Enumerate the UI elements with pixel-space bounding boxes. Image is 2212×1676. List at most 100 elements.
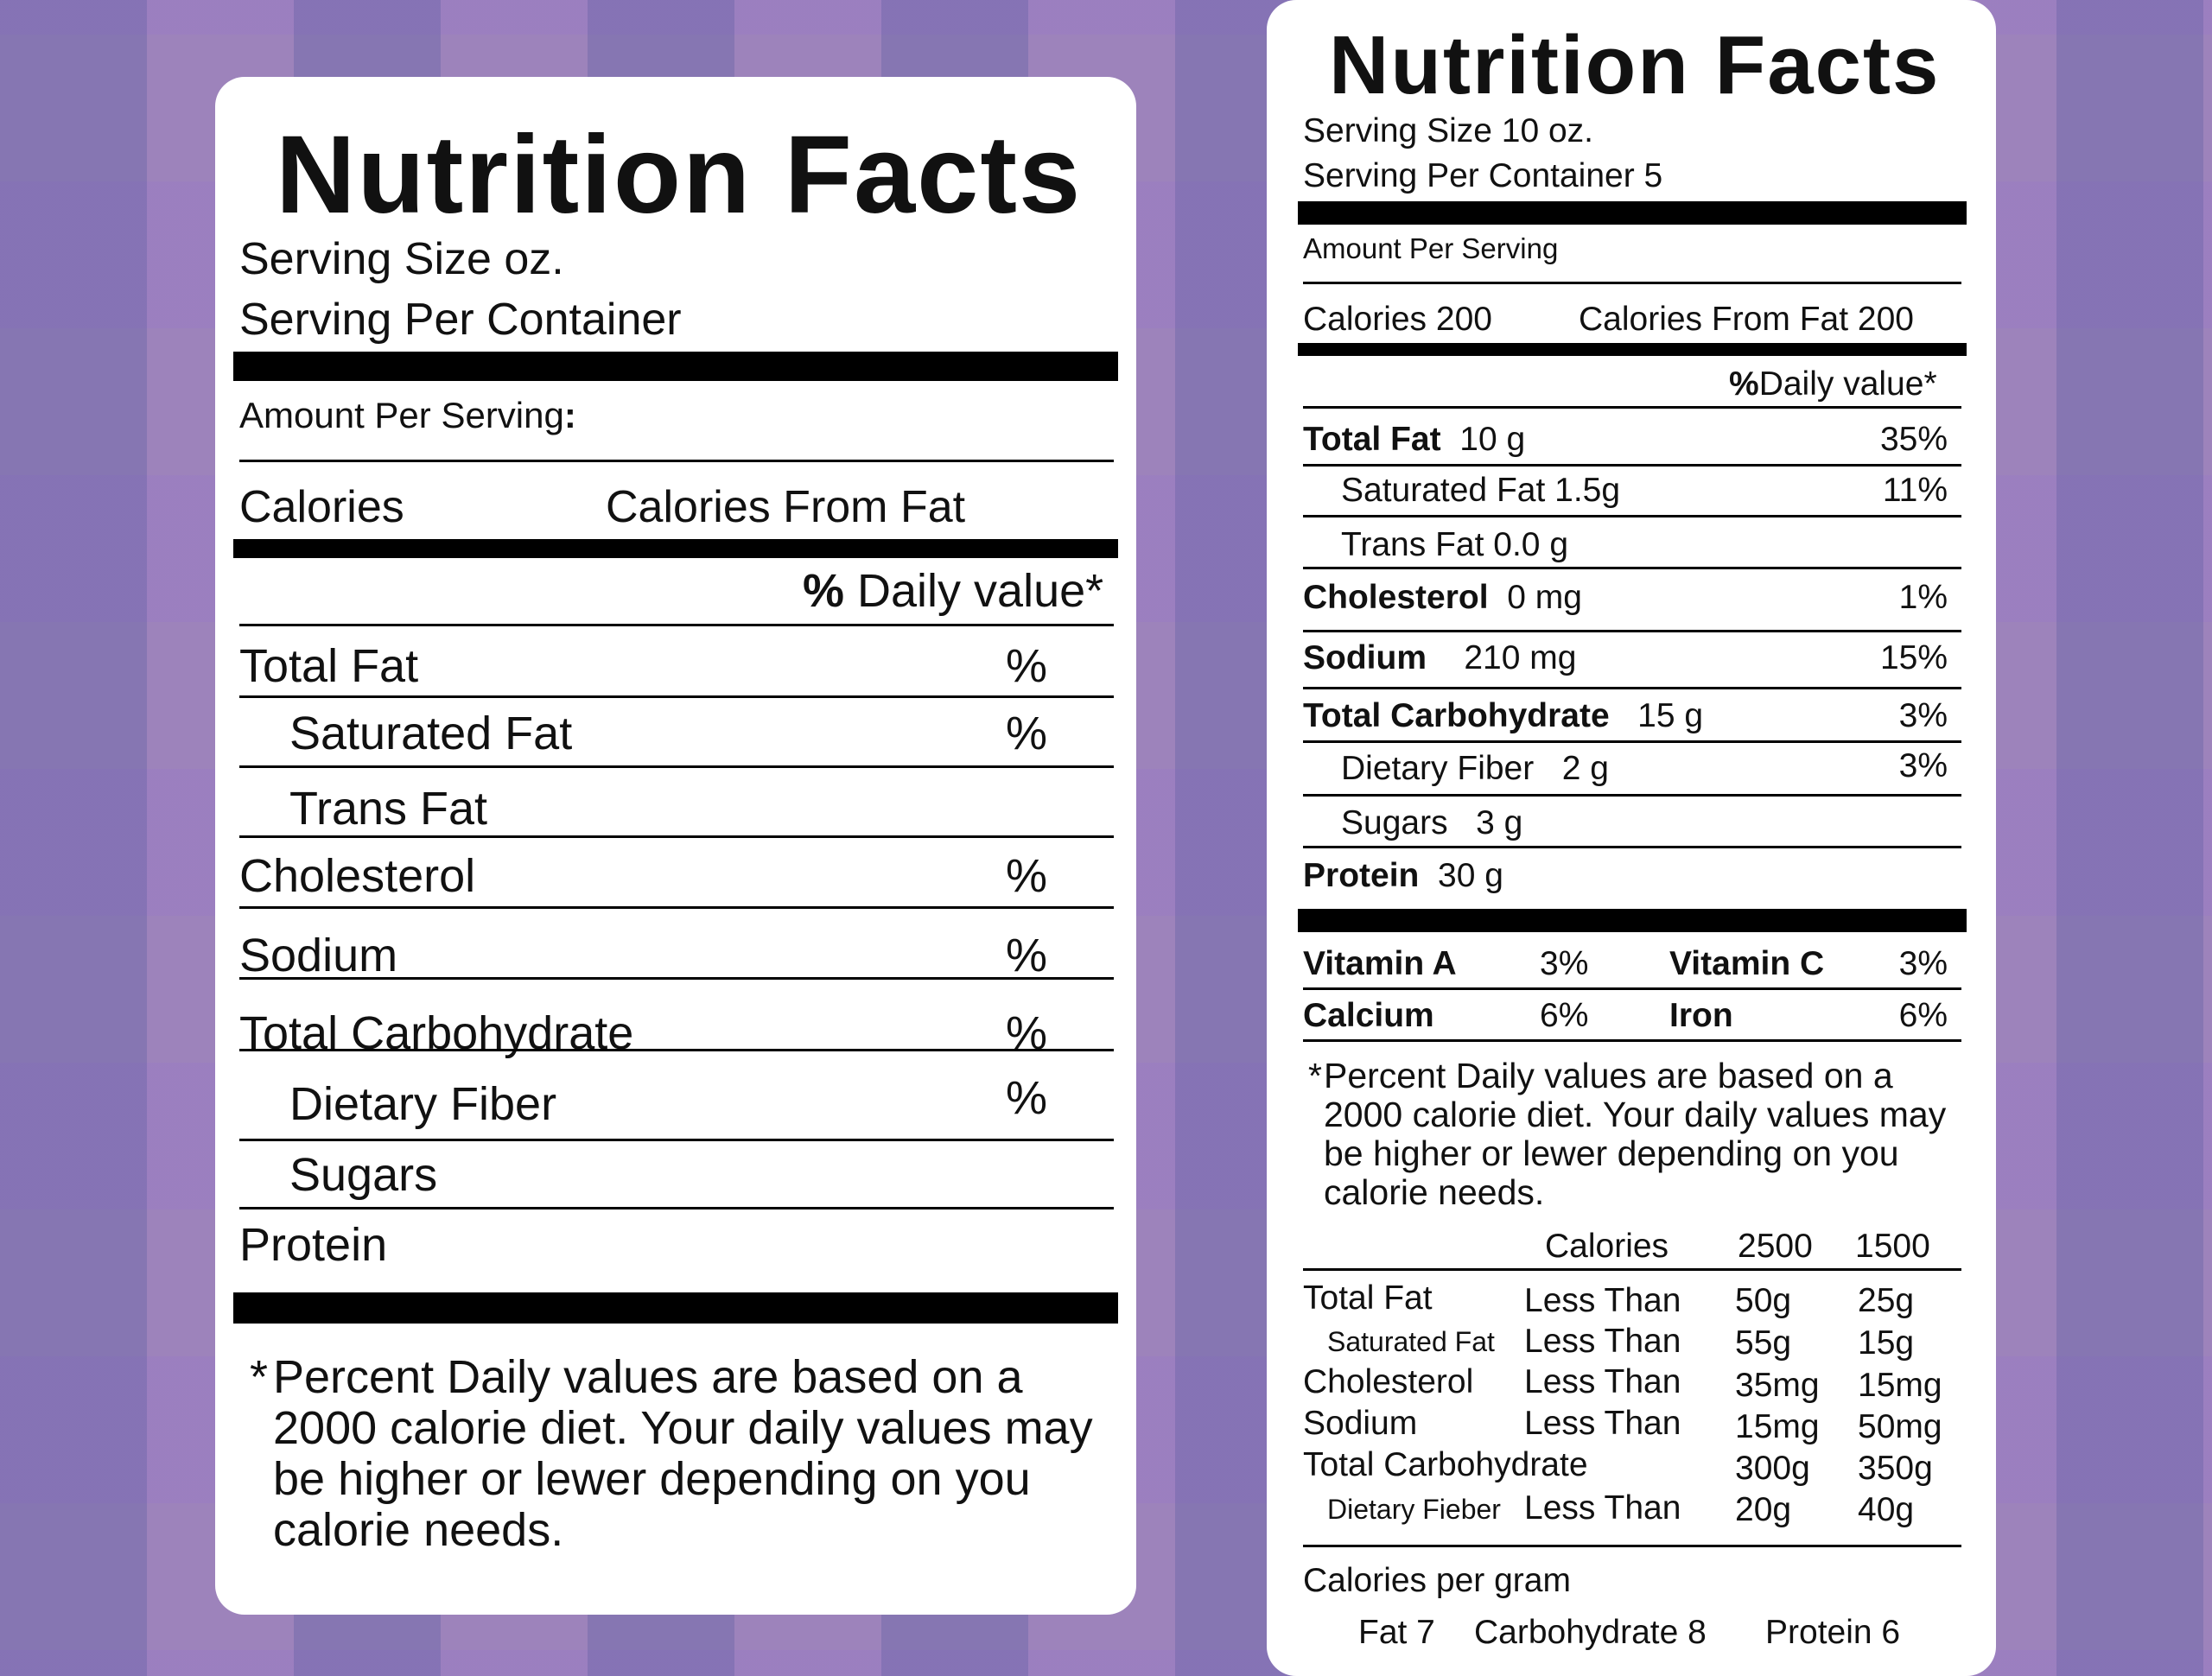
left-nutrition-label: Nutrition Facts Serving Size oz. Serving…	[215, 77, 1136, 1615]
dv-row-value-1500: 25g	[1858, 1282, 1915, 1319]
left-footnote-line: Percent Daily values are based on a	[273, 1351, 1023, 1403]
right-divider	[1303, 1039, 1961, 1042]
right-calcium-pct: 6%	[1540, 997, 1589, 1034]
left-divider	[239, 765, 1114, 768]
dv-row-value-2500: 20g	[1735, 1491, 1792, 1528]
right-total-fat-pct: 35%	[1879, 421, 1948, 458]
right-divider	[1303, 1545, 1961, 1547]
dv-row-value-1500: 350g	[1858, 1450, 1933, 1487]
right-footnote-line: calorie needs.	[1324, 1172, 1545, 1212]
right-cholesterol-pct: 1%	[1898, 579, 1948, 616]
left-cholesterol-pct: %	[1006, 850, 1048, 902]
dv-row-nutrient: Total Carbohydrate	[1303, 1446, 1588, 1483]
right-amount-per-serving: Amount Per Serving	[1303, 232, 1559, 264]
right-sodium-row: Sodium 210 mg	[1303, 639, 1577, 676]
right-divider	[1303, 567, 1961, 569]
left-divider	[239, 1049, 1114, 1051]
dv-row-nutrient: Sodium	[1303, 1405, 1418, 1442]
right-cpg-fat: Fat 7	[1358, 1614, 1435, 1651]
left-divider	[239, 624, 1114, 626]
dv-row-value-1500: 15g	[1858, 1324, 1915, 1362]
dv-row-nutrient: Saturated Fat	[1327, 1326, 1495, 1357]
right-cpg-protein: Protein 6	[1765, 1614, 1901, 1651]
left-saturated-fat-pct: %	[1006, 708, 1048, 759]
dv-row-limit: Less Than	[1524, 1489, 1681, 1527]
right-nutrition-label: Nutrition Facts Serving Size 10 oz. Serv…	[1267, 0, 1996, 1676]
right-calories-per-gram-heading: Calories per gram	[1303, 1562, 1571, 1599]
right-vitamin-a-pct: 3%	[1540, 945, 1589, 982]
left-calories-from-fat-label: Calories From Fat	[606, 482, 966, 532]
left-title: Nutrition Facts	[276, 113, 1083, 237]
dv-row-value-2500: 50g	[1735, 1282, 1792, 1319]
dv-row-value-1500: 40g	[1858, 1491, 1915, 1528]
right-dv-header-1500: 1500	[1855, 1228, 1930, 1265]
left-total-fat-label: Total Fat	[239, 640, 419, 692]
right-thick-divider-1	[1298, 201, 1967, 225]
right-footnote-star: *	[1308, 1056, 1322, 1095]
left-dietary-fiber-pct: %	[1006, 1072, 1048, 1124]
right-vitamin-c-label: Vitamin C	[1669, 945, 1825, 982]
right-cpg-carbohydrate: Carbohydrate 8	[1474, 1614, 1707, 1651]
dv-row-limit: Less Than	[1524, 1282, 1681, 1319]
right-footnote-line: 2000 calorie diet. Your daily values may	[1324, 1095, 1947, 1134]
right-divider	[1303, 1268, 1961, 1271]
left-footnote-star: *	[250, 1351, 269, 1403]
right-dietary-fiber-row: Dietary Fiber 2 g	[1341, 750, 1609, 787]
right-divider	[1303, 987, 1961, 990]
left-footnote-line: be higher or lewer depending on you	[273, 1453, 1031, 1505]
right-total-carbohydrate-pct: 3%	[1898, 697, 1948, 734]
right-thick-divider-3	[1298, 909, 1967, 932]
right-calories-from-fat: Calories From Fat 200	[1579, 301, 1914, 338]
dv-row-value-1500: 15mg	[1858, 1367, 1942, 1404]
dv-row-value-2500: 300g	[1735, 1450, 1810, 1487]
right-calcium-label: Calcium	[1303, 997, 1434, 1034]
right-iron-pct: 6%	[1898, 997, 1948, 1034]
left-amount-per-serving: Amount Per Serving:	[239, 395, 576, 435]
left-divider	[239, 1207, 1114, 1209]
right-total-carbohydrate-row: Total Carbohydrate 15 g	[1303, 697, 1704, 734]
right-divider	[1303, 687, 1961, 689]
left-total-fat-pct: %	[1006, 640, 1048, 692]
left-sodium-label: Sodium	[239, 930, 398, 981]
left-serving-per-container: Serving Per Container	[239, 295, 682, 345]
left-daily-value-heading: % Daily value*	[803, 565, 1104, 617]
dv-row-nutrient: Dietary Fieber	[1327, 1494, 1501, 1525]
left-thick-divider-2	[233, 539, 1118, 558]
right-saturated-fat-label: Saturated Fat 1.5g	[1341, 472, 1621, 509]
right-protein-row: Protein 30 g	[1303, 857, 1503, 894]
left-cholesterol-label: Cholesterol	[239, 850, 476, 902]
right-divider	[1303, 740, 1961, 743]
left-divider	[239, 695, 1114, 698]
right-dietary-fiber-pct: 3%	[1898, 747, 1948, 784]
right-vitamin-c-pct: 3%	[1898, 945, 1948, 982]
right-calories: Calories 200	[1303, 301, 1492, 338]
left-sugars-label: Sugars	[289, 1149, 438, 1201]
dv-row-limit: Less Than	[1524, 1363, 1681, 1400]
dv-row-value-2500: 15mg	[1735, 1408, 1820, 1445]
left-divider	[239, 1139, 1114, 1141]
right-divider	[1303, 515, 1961, 517]
dv-row-nutrient: Total Fat	[1303, 1279, 1433, 1317]
left-divider	[239, 460, 1114, 462]
dv-row-value-1500: 50mg	[1858, 1408, 1942, 1445]
right-dv-header-calories: Calories	[1545, 1228, 1669, 1265]
right-sugars-row: Sugars 3 g	[1341, 804, 1523, 841]
right-saturated-fat-pct: 11%	[1882, 472, 1948, 509]
right-iron-label: Iron	[1669, 997, 1733, 1034]
right-daily-value-heading: %Daily value*	[1729, 365, 1937, 403]
left-footnote-line: 2000 calorie diet. Your daily values may	[273, 1402, 1093, 1454]
dv-row-limit: Less Than	[1524, 1323, 1681, 1360]
left-saturated-fat-label: Saturated Fat	[289, 708, 573, 759]
left-dietary-fiber-label: Dietary Fiber	[289, 1078, 557, 1130]
left-divider	[239, 906, 1114, 909]
left-thick-divider-1	[233, 352, 1118, 381]
right-serving-per-container: Serving Per Container 5	[1303, 157, 1663, 194]
left-footnote-line: calorie needs.	[273, 1504, 564, 1556]
dv-row-value-2500: 35mg	[1735, 1367, 1820, 1404]
right-cholesterol-row: Cholesterol 0 mg	[1303, 579, 1582, 616]
left-divider	[239, 977, 1114, 980]
left-sodium-pct: %	[1006, 930, 1048, 981]
right-divider	[1303, 630, 1961, 632]
right-footnote-line: Percent Daily values are based on a	[1324, 1056, 1893, 1095]
dv-row-limit: Less Than	[1524, 1405, 1681, 1442]
